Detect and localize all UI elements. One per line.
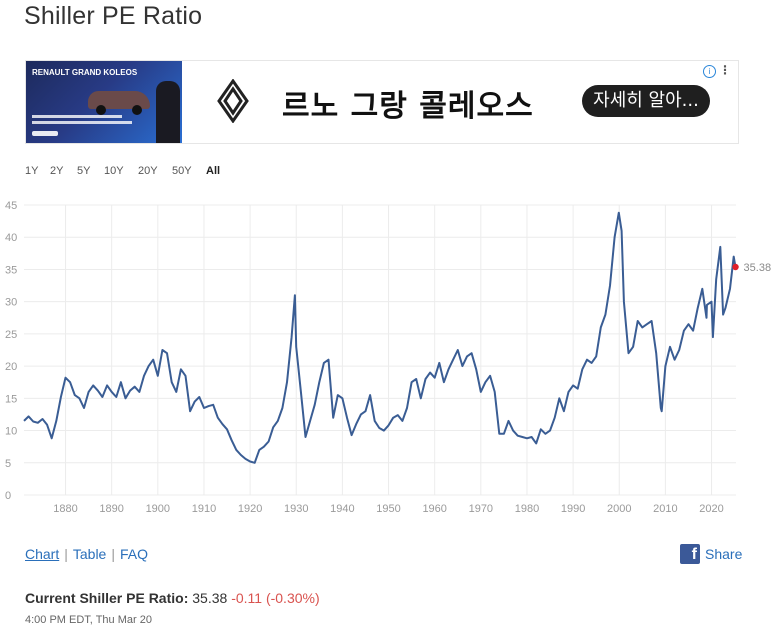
advertisement-banner[interactable]: RENAULT GRAND KOLEOS 르노 그랑 콜레오스 자세히 알아..… xyxy=(25,60,739,144)
facebook-icon[interactable]: f xyxy=(680,544,700,564)
x-tick-label: 1960 xyxy=(422,503,446,515)
ad-fineprint-line xyxy=(32,121,132,124)
x-tick-label: 1950 xyxy=(376,503,400,515)
current-change: -0.11 (-0.30%) xyxy=(231,590,320,606)
range-1y[interactable]: 1Y xyxy=(25,165,39,177)
tab-separator: | xyxy=(64,546,68,562)
x-tick-label: 1930 xyxy=(284,503,308,515)
car-image xyxy=(88,91,150,109)
x-tick-label: 1900 xyxy=(146,503,170,515)
x-tick-label: 1910 xyxy=(192,503,216,515)
share-label[interactable]: Share xyxy=(705,546,743,562)
x-tick-label: 1880 xyxy=(53,503,77,515)
share-button[interactable]: f Share xyxy=(680,544,742,564)
timestamp: 4:00 PM EDT, Thu Mar 20 xyxy=(25,614,152,626)
renault-logo-icon xyxy=(217,79,249,123)
chart-end-marker: 35.38 xyxy=(732,262,771,274)
x-tick-label: 1990 xyxy=(561,503,585,515)
y-tick-label: 30 xyxy=(5,297,17,309)
y-tick-label: 40 xyxy=(5,232,17,244)
x-tick-label: 1980 xyxy=(515,503,539,515)
car-wheel-front xyxy=(96,105,106,115)
view-tabs: Chart | Table | FAQ xyxy=(25,546,148,562)
y-axis-labels: 0 5 10 15 20 25 30 35 40 45 xyxy=(5,200,17,502)
tab-faq[interactable]: FAQ xyxy=(119,546,148,562)
y-tick-label: 15 xyxy=(5,393,17,405)
y-tick-label: 35 xyxy=(5,264,17,276)
tab-table[interactable]: Table xyxy=(72,546,107,562)
range-2y[interactable]: 2Y xyxy=(50,165,64,177)
person-image xyxy=(156,81,180,143)
x-tick-label: 1890 xyxy=(99,503,123,515)
x-tick-label: 2020 xyxy=(699,503,723,515)
range-all[interactable]: All xyxy=(206,165,221,177)
y-tick-label: 5 xyxy=(5,458,11,470)
x-axis-labels: 1880 1890 1900 1910 1920 1930 1940 1950 1960 1970… xyxy=(53,503,723,515)
x-tick-label: 2010 xyxy=(653,503,677,515)
range-20y[interactable]: 20Y xyxy=(138,165,158,177)
ad-thumbnail-image[interactable]: RENAULT GRAND KOLEOS xyxy=(26,61,182,143)
y-tick-label: 10 xyxy=(5,426,17,438)
shiller-pe-line xyxy=(23,211,737,464)
y-tick-label: 0 xyxy=(5,490,11,502)
y-tick-label: 25 xyxy=(5,329,17,341)
car-wheel-rear xyxy=(132,105,142,115)
ad-learn-more-button[interactable]: 자세히 알아... xyxy=(582,85,710,117)
ad-fineprint-line xyxy=(32,115,122,118)
range-5y[interactable]: 5Y xyxy=(77,165,91,177)
ad-thumb-cta[interactable] xyxy=(32,131,58,136)
x-tick-label: 1970 xyxy=(469,503,493,515)
current-value: 35.38 xyxy=(192,590,228,606)
x-tick-label: 1940 xyxy=(330,503,354,515)
range-10y[interactable]: 10Y xyxy=(104,165,124,177)
tab-separator: | xyxy=(111,546,115,562)
y-tick-label: 20 xyxy=(5,361,17,373)
range-50y[interactable]: 50Y xyxy=(172,165,192,177)
chart-series xyxy=(23,211,737,464)
y-tick-label: 45 xyxy=(5,200,17,212)
x-tick-label: 2000 xyxy=(607,503,631,515)
ad-headline[interactable]: 르노 그랑 콜레오스 xyxy=(282,89,534,124)
tab-chart[interactable]: Chart xyxy=(25,546,60,562)
current-value-line: Current Shiller PE Ratio: 35.38 -0.11 (-… xyxy=(25,590,320,606)
ad-info-icon[interactable]: i xyxy=(703,65,716,78)
end-point-label: 35.38 xyxy=(744,262,772,274)
current-label: Current Shiller PE Ratio: xyxy=(25,590,189,606)
end-point-marker xyxy=(732,263,739,271)
page-title: Shiller PE Ratio xyxy=(24,2,203,30)
ad-more-icon[interactable]: ⋮ xyxy=(719,63,731,77)
ad-thumb-title: RENAULT GRAND KOLEOS xyxy=(32,68,138,77)
x-tick-label: 1920 xyxy=(238,503,262,515)
